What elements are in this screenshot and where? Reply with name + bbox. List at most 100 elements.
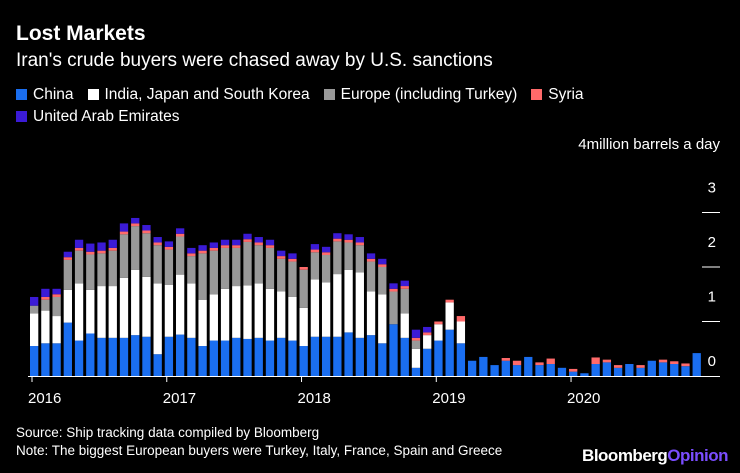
bar-2018-03-china (321, 336, 331, 376)
x-tick-label-2020: 2020 (567, 390, 600, 407)
bar-2017-03-europe-including-turkey (187, 256, 196, 284)
bar-2020-09-china (658, 362, 668, 377)
legend-swatch (531, 89, 543, 100)
bar-2018-11-united-arab-emirates (411, 329, 421, 338)
bar-2020-03-china (591, 364, 600, 376)
bar-2016-04-united-arab-emirates (63, 251, 72, 258)
bar-2017-11-united-arab-emirates (277, 250, 286, 257)
bar-2020-07-syria (636, 365, 645, 368)
bar-2018-01-europe-including-turkey (299, 269, 308, 308)
bar-2017-01-china (164, 336, 174, 376)
bar-2017-03-india-japan-and-south-korea (187, 283, 196, 338)
bar-2020-01-china (569, 371, 578, 376)
bar-2017-07-united-arab-emirates (232, 239, 241, 246)
bar-2017-09-syria (254, 242, 263, 246)
bar-2016-03-europe-including-turkey (52, 296, 61, 317)
bar-2018-08-china (378, 343, 387, 376)
bar-2017-08-united-arab-emirates (243, 233, 252, 240)
bar-2016-09-united-arab-emirates (119, 223, 129, 232)
bar-2016-06-europe-including-turkey (86, 254, 95, 290)
bar-2018-01-india-japan-and-south-korea (299, 307, 308, 347)
bar-2018-04-india-japan-and-south-korea (333, 274, 342, 337)
bar-2017-02-china (175, 334, 185, 376)
legend-label: Europe (including Turkey) (340, 86, 518, 103)
bar-2016-11-united-arab-emirates (142, 225, 151, 231)
bar-2016-07-united-arab-emirates (97, 242, 106, 251)
bar-2016-07-europe-including-turkey (97, 253, 106, 287)
bar-2018-07-india-japan-and-south-korea (366, 291, 376, 336)
legend-item-syria: Syria (531, 84, 584, 106)
bar-2017-11-china (277, 337, 286, 376)
bar-2016-01-india-japan-and-south-korea (30, 313, 39, 347)
bar-2016-12-china (153, 354, 162, 376)
bar-2016-05-syria (74, 247, 84, 251)
bar-2018-05-china (344, 332, 353, 376)
bar-2017-12-india-japan-and-south-korea (288, 296, 297, 341)
bar-2016-08-syria (108, 247, 117, 251)
legend-label: China (33, 86, 74, 103)
bar-2018-08-united-arab-emirates (378, 258, 387, 265)
bar-2016-04-europe-including-turkey (63, 259, 72, 290)
bar-2019-06-china (490, 365, 499, 376)
bar-2019-09-china (524, 356, 533, 376)
bar-2019-03-india-japan-and-south-korea (456, 321, 466, 344)
bar-2016-05-europe-including-turkey (74, 250, 84, 284)
bar-2016-10-china (131, 335, 140, 377)
bar-2016-07-syria (97, 250, 106, 254)
legend-item-united-arab-emirates: United Arab Emirates (16, 106, 179, 128)
bar-2016-09-europe-including-turkey (119, 234, 129, 278)
bar-2018-02-syria (310, 249, 320, 253)
bar-2017-10-united-arab-emirates (265, 239, 275, 246)
bar-2016-07-india-japan-and-south-korea (97, 286, 106, 338)
x-tick-label-2017: 2017 (163, 390, 196, 407)
bar-2016-08-china (108, 337, 117, 376)
bar-2018-03-united-arab-emirates (321, 246, 331, 253)
legend-label: Syria (548, 86, 584, 103)
bar-2016-11-india-japan-and-south-korea (142, 276, 151, 337)
legend-swatch (323, 89, 335, 100)
y-tick-label-3: 3 (708, 180, 716, 197)
legend-swatch (16, 111, 27, 122)
bar-2018-02-united-arab-emirates (310, 244, 320, 250)
bar-2016-12-europe-including-turkey (153, 245, 162, 284)
bar-2019-08-syria (512, 360, 522, 366)
legend-swatch (16, 89, 27, 100)
bar-2016-04-china (63, 322, 72, 376)
bar-2017-10-china (265, 340, 275, 376)
bar-2016-03-united-arab-emirates (52, 288, 61, 295)
bar-2016-08-india-japan-and-south-korea (108, 286, 117, 338)
bar-2016-08-europe-including-turkey (108, 250, 117, 287)
bar-2018-06-syria (355, 242, 364, 246)
bar-2018-07-syria (366, 258, 376, 262)
bar-2017-01-syria (164, 246, 174, 250)
bar-2017-02-united-arab-emirates (175, 228, 185, 234)
bar-2016-12-syria (153, 242, 162, 246)
bar-2017-09-china (254, 337, 263, 376)
bar-2018-02-china (310, 336, 320, 376)
y-tick-label-1: 1 (708, 289, 716, 306)
bar-2017-04-china (198, 346, 207, 376)
bar-2018-04-china (333, 336, 342, 376)
bar-2016-11-syria (142, 230, 151, 234)
bar-2017-09-india-japan-and-south-korea (254, 283, 263, 338)
legend-label: India, Japan and South Korea (104, 86, 310, 103)
bar-2017-11-syria (277, 256, 286, 259)
bar-2016-05-united-arab-emirates (74, 239, 84, 248)
bar-2016-01-china (30, 346, 39, 376)
bar-2016-11-europe-including-turkey (142, 233, 151, 277)
bar-2016-02-india-japan-and-south-korea (41, 310, 50, 344)
bloomberg-opinion-logo: BloombergOpinion (582, 446, 728, 466)
bar-2018-10-europe-including-turkey (400, 288, 409, 314)
bar-2019-02-india-japan-and-south-korea (445, 302, 454, 330)
y-axis-top-tick: 4 (578, 136, 587, 153)
bar-2016-10-europe-including-turkey (131, 226, 140, 270)
bar-2018-10-syria (400, 286, 409, 289)
bar-2017-12-europe-including-turkey (288, 261, 297, 297)
bar-2017-08-europe-including-turkey (243, 241, 252, 286)
bar-2019-11-syria (546, 358, 555, 365)
bar-2017-06-syria (220, 245, 230, 248)
bar-2016-06-india-japan-and-south-korea (86, 289, 95, 334)
bar-2018-06-india-japan-and-south-korea (355, 272, 364, 338)
bar-2016-04-syria (63, 257, 72, 260)
